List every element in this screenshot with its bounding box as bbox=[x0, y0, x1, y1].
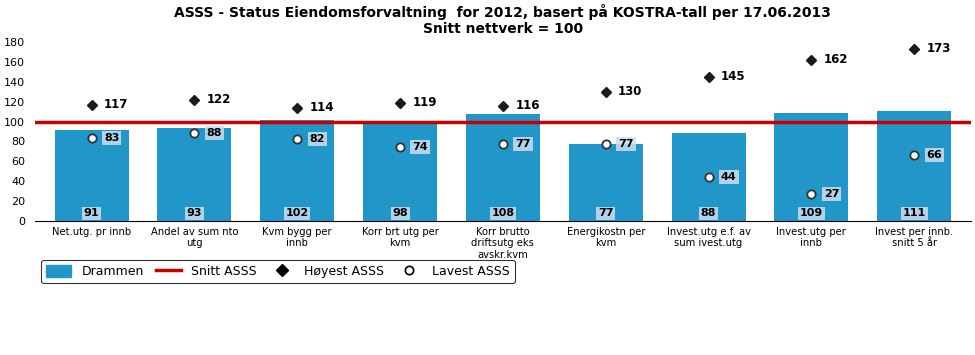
Text: 109: 109 bbox=[800, 208, 823, 218]
Bar bbox=[878, 110, 952, 221]
Bar bbox=[363, 124, 437, 221]
Bar bbox=[672, 133, 746, 221]
Text: 145: 145 bbox=[721, 70, 746, 83]
Text: 117: 117 bbox=[104, 98, 129, 111]
Text: 44: 44 bbox=[721, 173, 737, 182]
Legend: Drammen, Snitt ASSS, Høyest ASSS, Lavest ASSS: Drammen, Snitt ASSS, Høyest ASSS, Lavest… bbox=[41, 260, 515, 283]
Text: 77: 77 bbox=[598, 208, 613, 218]
Text: 98: 98 bbox=[392, 208, 408, 218]
Text: 77: 77 bbox=[515, 140, 530, 149]
Text: 27: 27 bbox=[824, 189, 839, 199]
Text: 119: 119 bbox=[412, 96, 437, 109]
Text: 130: 130 bbox=[618, 85, 643, 98]
Text: 88: 88 bbox=[701, 208, 717, 218]
Bar bbox=[466, 114, 540, 221]
Bar bbox=[260, 120, 334, 221]
Text: 111: 111 bbox=[903, 208, 926, 218]
Text: 108: 108 bbox=[491, 208, 515, 218]
Bar bbox=[55, 131, 129, 221]
Text: 114: 114 bbox=[310, 101, 334, 114]
Text: 102: 102 bbox=[286, 208, 309, 218]
Bar bbox=[157, 129, 231, 221]
Text: 83: 83 bbox=[104, 133, 119, 143]
Bar bbox=[568, 144, 643, 221]
Text: 77: 77 bbox=[618, 140, 634, 149]
Text: 74: 74 bbox=[412, 142, 428, 152]
Text: 173: 173 bbox=[926, 42, 951, 55]
Text: 88: 88 bbox=[207, 129, 222, 138]
Text: 122: 122 bbox=[207, 93, 231, 106]
Text: 66: 66 bbox=[926, 151, 943, 160]
Title: ASSS - Status Eiendomsforvaltning  for 2012, basert på KOSTRA-tall per 17.06.201: ASSS - Status Eiendomsforvaltning for 20… bbox=[175, 4, 832, 36]
Text: 162: 162 bbox=[824, 53, 848, 66]
Bar bbox=[774, 113, 848, 221]
Text: 93: 93 bbox=[186, 208, 202, 218]
Text: 116: 116 bbox=[515, 99, 540, 112]
Text: 82: 82 bbox=[310, 135, 325, 144]
Text: 91: 91 bbox=[84, 208, 99, 218]
